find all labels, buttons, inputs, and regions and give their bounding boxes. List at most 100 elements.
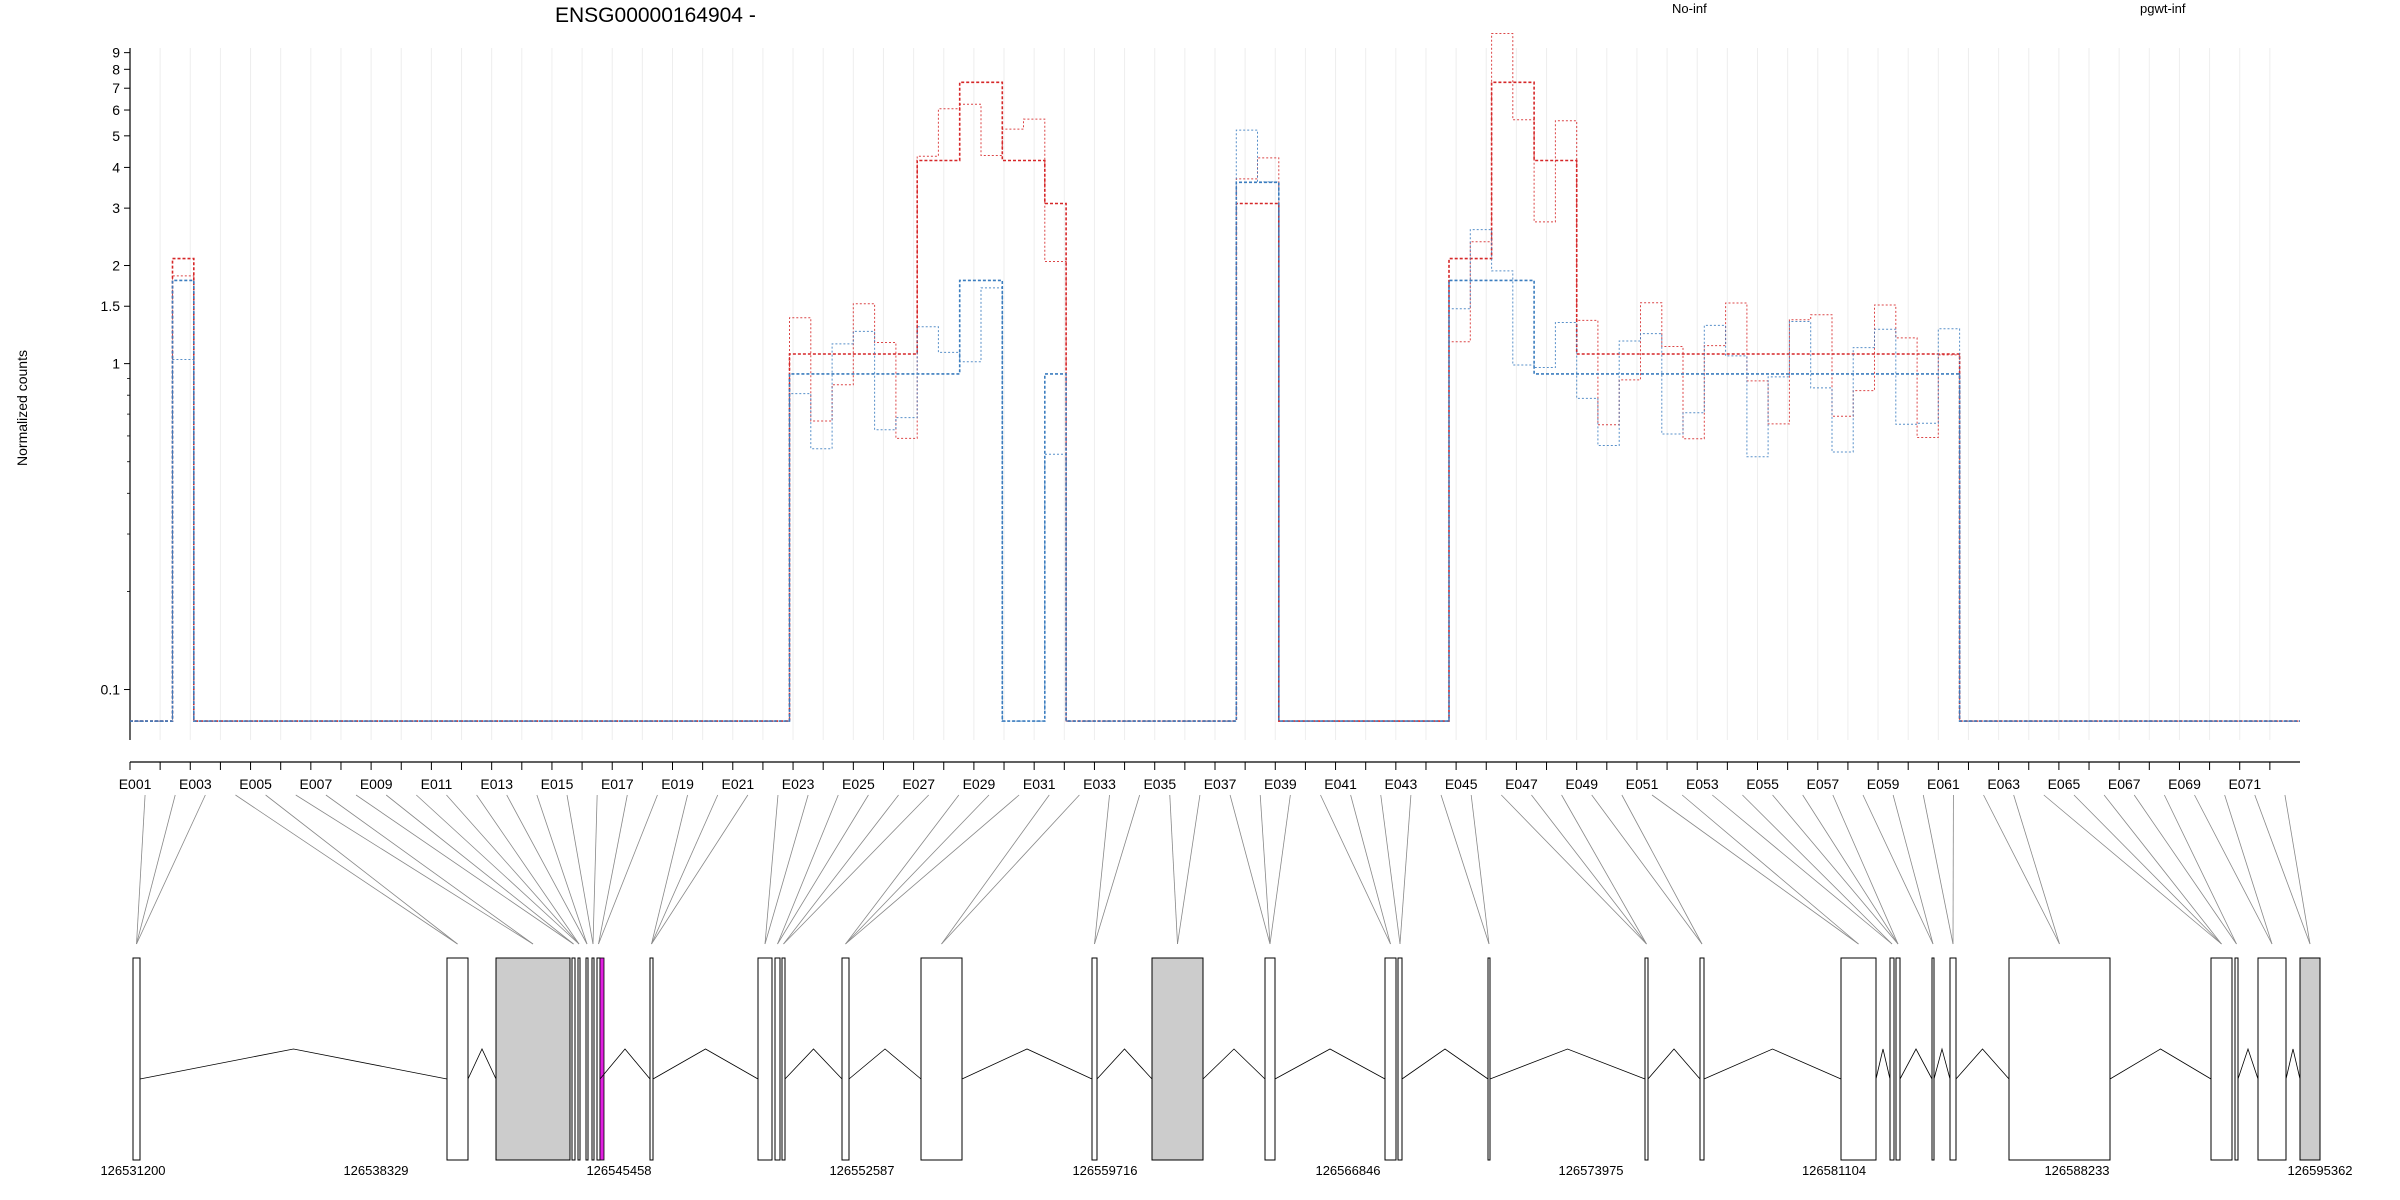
connector-line <box>1259 794 1271 945</box>
y-tick-label: 5 <box>112 128 120 144</box>
connector-line <box>1169 794 1178 945</box>
y-tick-label: 9 <box>112 45 120 61</box>
y-axis-label: Normalized counts <box>14 350 30 466</box>
exon-block <box>1949 957 1957 1161</box>
connector-line <box>536 794 588 945</box>
x-tick-label: E067 <box>2108 776 2141 792</box>
highlighted-exon <box>599 957 605 1161</box>
intron <box>1401 1048 1489 1080</box>
connector-line <box>783 794 899 945</box>
exon-block <box>649 957 654 1161</box>
exon-block <box>1397 957 1403 1161</box>
genomic-tick-label: 126538329 <box>343 1163 408 1178</box>
exon-block <box>2299 957 2321 1161</box>
connector-line <box>1350 794 1391 945</box>
x-tick-label: E003 <box>179 776 212 792</box>
connector-line <box>1651 794 1859 945</box>
x-axis: E001 E003 E005 E007 E009 E011 E013 E015 E017 E019… <box>119 761 2300 792</box>
intron <box>1274 1048 1386 1080</box>
connector-line <box>598 794 658 945</box>
x-tick-label: E069 <box>2168 776 2201 792</box>
exon-block <box>1487 957 1491 1161</box>
connector-line <box>2224 794 2273 945</box>
x-tick-label: E053 <box>1686 776 1719 792</box>
connector-line <box>845 794 1020 945</box>
connector-line <box>136 794 206 945</box>
x-tick-label: E027 <box>902 776 935 792</box>
x-tick-label: E023 <box>782 776 815 792</box>
genomic-tick-label: 126595362 <box>2287 1163 2352 1178</box>
x-tick-label: E057 <box>1806 776 1839 792</box>
connector-line <box>2073 794 2222 945</box>
connector-line <box>777 794 839 945</box>
genomic-tick-label: 126581104 <box>1802 1163 1866 1178</box>
exon-block <box>774 957 781 1161</box>
exon-block <box>920 957 963 1161</box>
connector-line <box>1591 794 1703 945</box>
exon-block <box>781 957 786 1161</box>
connector-line <box>845 794 990 945</box>
genomic-axis: 126531200 126538329 126545458 126552587 1265… <box>100 1163 2352 1178</box>
x-tick-label: E043 <box>1385 776 1418 792</box>
connector-line <box>416 794 580 945</box>
connector-line <box>598 794 628 945</box>
exon-block <box>1091 957 1098 1161</box>
x-tick-label: E017 <box>601 776 634 792</box>
intron <box>2109 1048 2212 1080</box>
connector-line <box>592 794 598 945</box>
intron <box>467 1048 497 1080</box>
grid <box>129 48 2271 740</box>
intron <box>1955 1048 2010 1080</box>
intron <box>2285 1048 2301 1080</box>
x-tick-label: E015 <box>541 776 574 792</box>
connector-line <box>1772 794 1899 945</box>
exon-connectors <box>136 794 2311 945</box>
connector-line <box>1802 794 1899 945</box>
series-lines <box>130 33 2300 722</box>
exon-block <box>1699 957 1705 1161</box>
legend-item-pgwt-inf: pgwt-inf <box>2140 1 2186 16</box>
connector-line <box>325 794 534 945</box>
genomic-tick-label: 126545458 <box>586 1163 651 1178</box>
connector-line <box>1742 794 1893 945</box>
connector-line <box>2164 794 2237 945</box>
connector-line <box>476 794 580 945</box>
connector-line <box>1470 794 1490 945</box>
connector-line <box>2284 794 2311 945</box>
x-tick-label: E013 <box>480 776 513 792</box>
y-axis: 0.1 1 1.5 2 3 4 5 6 7 89 <box>101 45 131 740</box>
x-tick-label: E031 <box>1023 776 1056 792</box>
connector-line <box>1621 794 1703 945</box>
chart-title: ENSG00000164904 - <box>555 4 756 27</box>
connector-line <box>783 794 929 945</box>
x-tick-label: E019 <box>661 776 694 792</box>
x-tick-label: E021 <box>721 776 754 792</box>
x-tick-label: E041 <box>1324 776 1357 792</box>
intron <box>652 1048 759 1080</box>
connector-line <box>1681 794 1859 945</box>
connector-line <box>136 794 176 945</box>
connector-line <box>1229 794 1271 945</box>
connector-line <box>1380 794 1401 945</box>
x-tick-label: E037 <box>1204 776 1237 792</box>
exon-block <box>841 957 850 1161</box>
intron <box>139 1048 448 1080</box>
exon-block <box>1384 957 1397 1161</box>
x-tick-label: E059 <box>1867 776 1900 792</box>
x-tick-label: E025 <box>842 776 875 792</box>
x-tick-label: E045 <box>1445 776 1478 792</box>
connector-line <box>2043 794 2222 945</box>
x-tick-label: E063 <box>1987 776 2020 792</box>
genomic-tick-label: 126573975 <box>1558 1163 1623 1178</box>
y-tick-label: 1.5 <box>101 298 121 314</box>
intron <box>2237 1047 2259 1080</box>
intron <box>1703 1048 1842 1080</box>
x-tick-label: E055 <box>1746 776 1779 792</box>
exon-block <box>757 957 773 1161</box>
y-tick-label: 6 <box>112 102 120 118</box>
connector-line <box>651 794 749 945</box>
genomic-tick-label: 126588233 <box>2044 1163 2109 1178</box>
exon-block <box>495 957 571 1161</box>
connector-line <box>1177 794 1201 945</box>
